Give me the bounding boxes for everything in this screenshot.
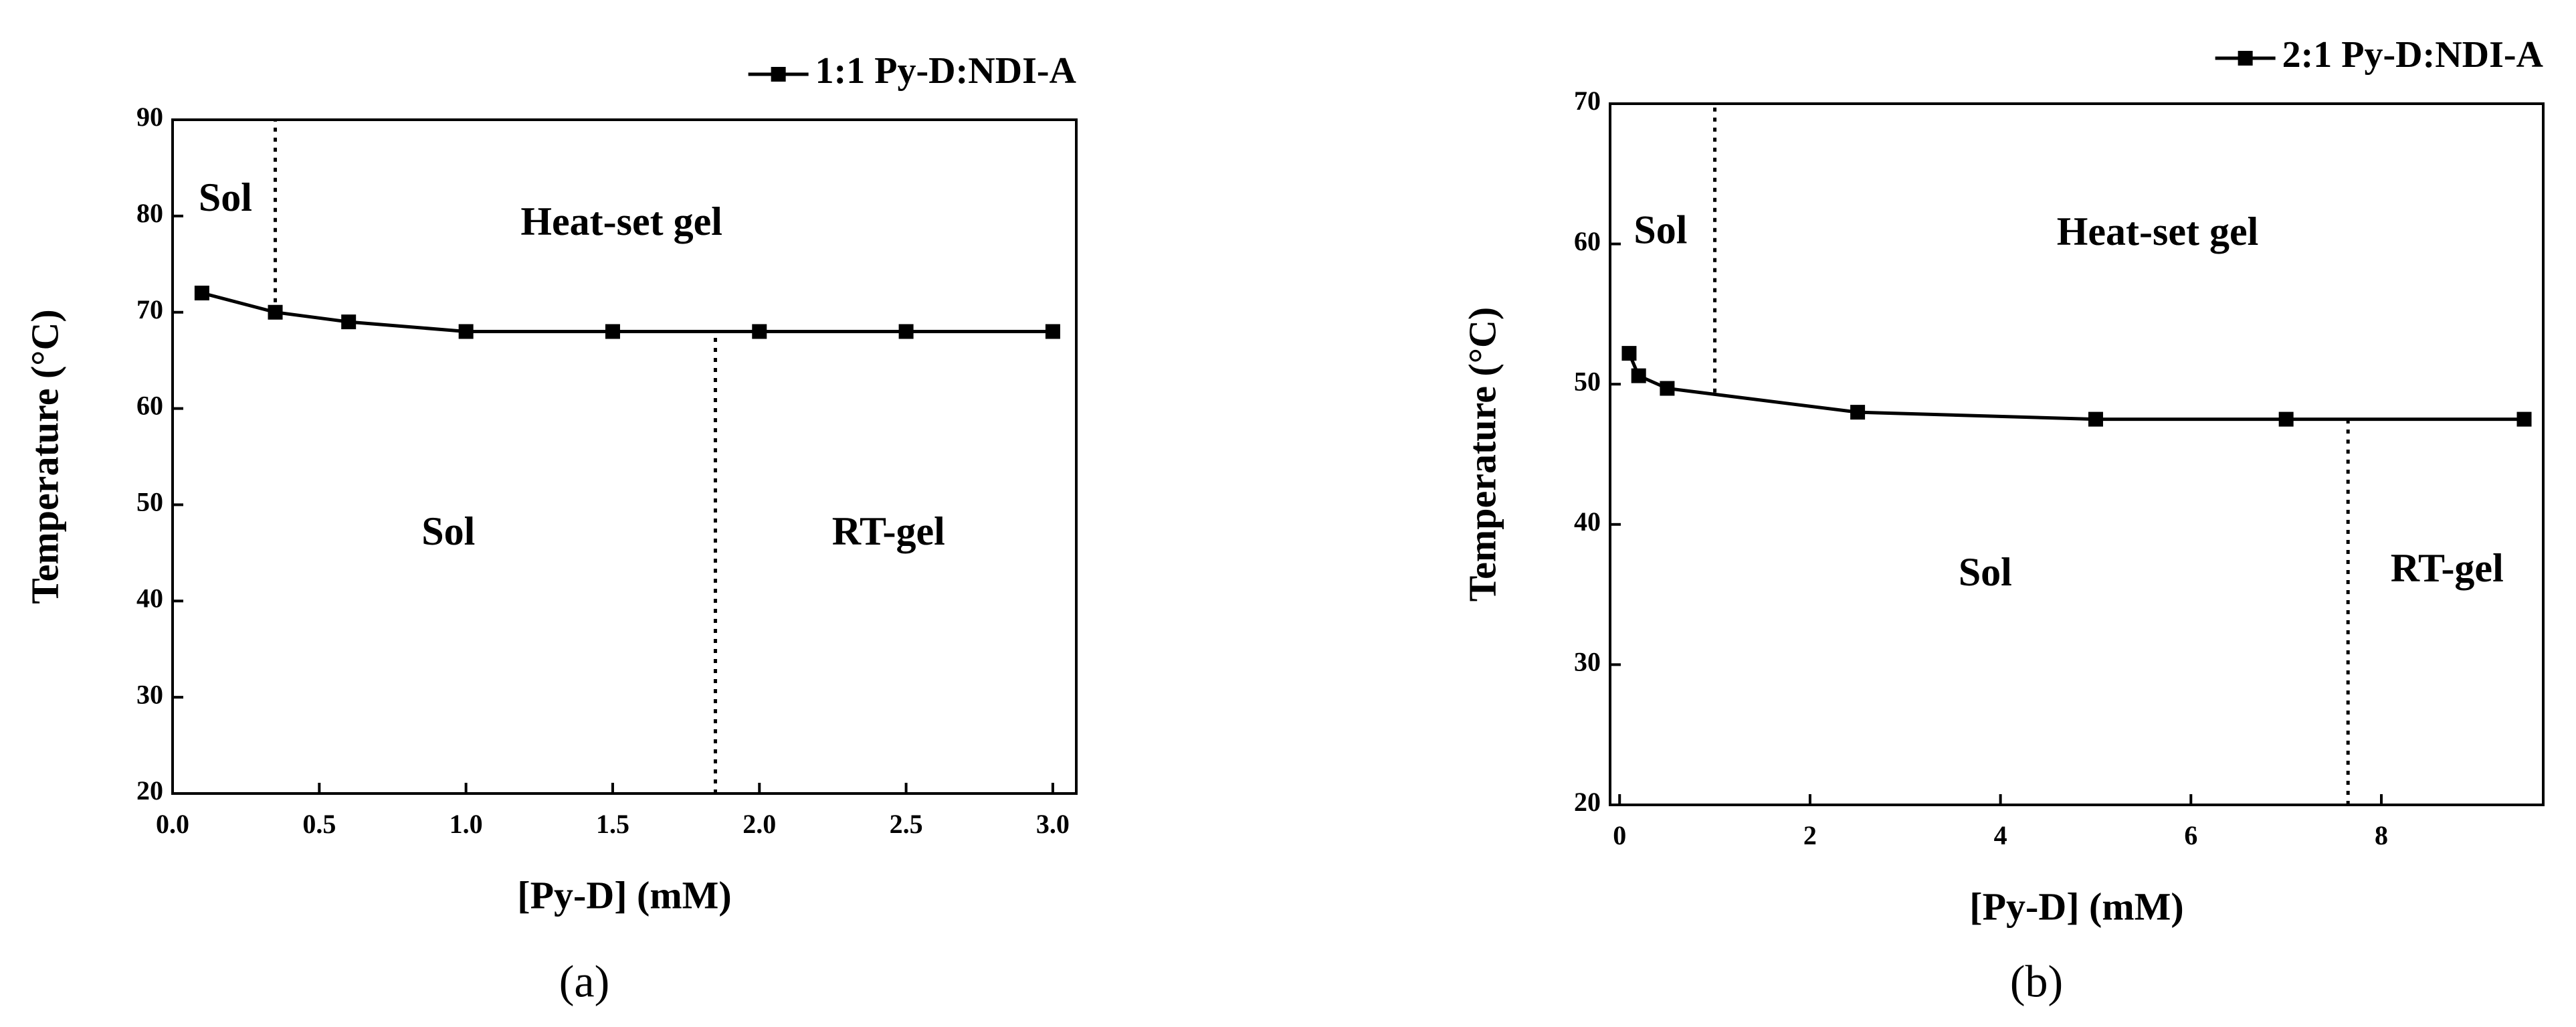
data-point [1621,346,1637,361]
x-axis-label: [Py-D] (mM) [1969,884,2183,928]
series-line [201,291,1053,333]
annotation: RT-gel [832,509,945,553]
x-tick-label: 6 [2184,820,2197,850]
y-tick-label: 20 [1574,787,1601,817]
legend-marker [2238,51,2253,66]
y-tick-label: 60 [1574,226,1601,256]
x-axis-label: [Py-D] (mM) [517,873,731,917]
y-tick-label: 50 [136,487,163,517]
caption: (a) [559,956,609,1007]
data-point [898,324,914,339]
x-tick-label: 1.5 [596,809,629,839]
x-tick-label: 4 [1994,820,2007,850]
x-tick-label: 2.0 [742,809,776,839]
x-tick-label: 0.5 [302,809,336,839]
data-point [268,304,283,320]
data-point [605,324,620,339]
data-point [1660,381,1675,396]
plot-frame [171,118,1078,795]
data-point [1850,405,1866,420]
y-tick-label: 30 [136,679,163,709]
y-tick-label: 30 [1574,647,1601,677]
data-point [1045,324,1060,339]
y-tick-label: 40 [136,583,163,613]
legend-label: 2:1 Py-D:NDI-A [2282,34,2544,76]
x-tick-label: 3.0 [1036,809,1070,839]
y-tick-label: 40 [1574,506,1601,537]
plot-frame [1609,102,2545,806]
annotation: Sol [421,509,475,553]
legend-marker [771,67,786,82]
x-tick-label: 0.0 [156,809,189,839]
annotation: Sol [199,175,252,219]
y-tick-label: 20 [136,775,163,806]
legend-label: 1:1 Py-D:NDI-A [815,50,1077,92]
x-tick-label: 8 [2375,820,2388,850]
y-tick-label: 50 [1574,366,1601,396]
data-point [2088,411,2103,427]
data-point [341,314,357,330]
x-tick-label: 2.5 [890,809,923,839]
y-axis-label: Temperature (°C) [23,309,66,603]
data-point [2278,411,2294,427]
data-point [1631,368,1646,383]
data-point [752,324,767,339]
y-tick-label: 80 [136,198,163,228]
data-point [458,324,474,339]
annotation: Heat-set gel [2057,209,2259,254]
annotation: Sol [1633,208,1687,252]
series-line [1627,353,2524,422]
y-tick-label: 70 [136,294,163,324]
y-axis-label: Temperature (°C) [1460,307,1504,601]
annotation: Sol [1959,550,2012,594]
y-tick-label: 70 [1574,86,1601,116]
data-point [194,285,209,300]
x-tick-label: 2 [1803,820,1817,850]
x-tick-label: 1.0 [450,809,483,839]
annotation: RT-gel [2391,546,2504,590]
y-tick-label: 90 [136,102,163,132]
x-tick-label: 0 [1613,820,1626,850]
annotation: Heat-set gel [520,199,722,244]
data-point [2516,411,2532,427]
y-tick-label: 60 [136,391,163,421]
caption: (b) [2010,956,2063,1007]
